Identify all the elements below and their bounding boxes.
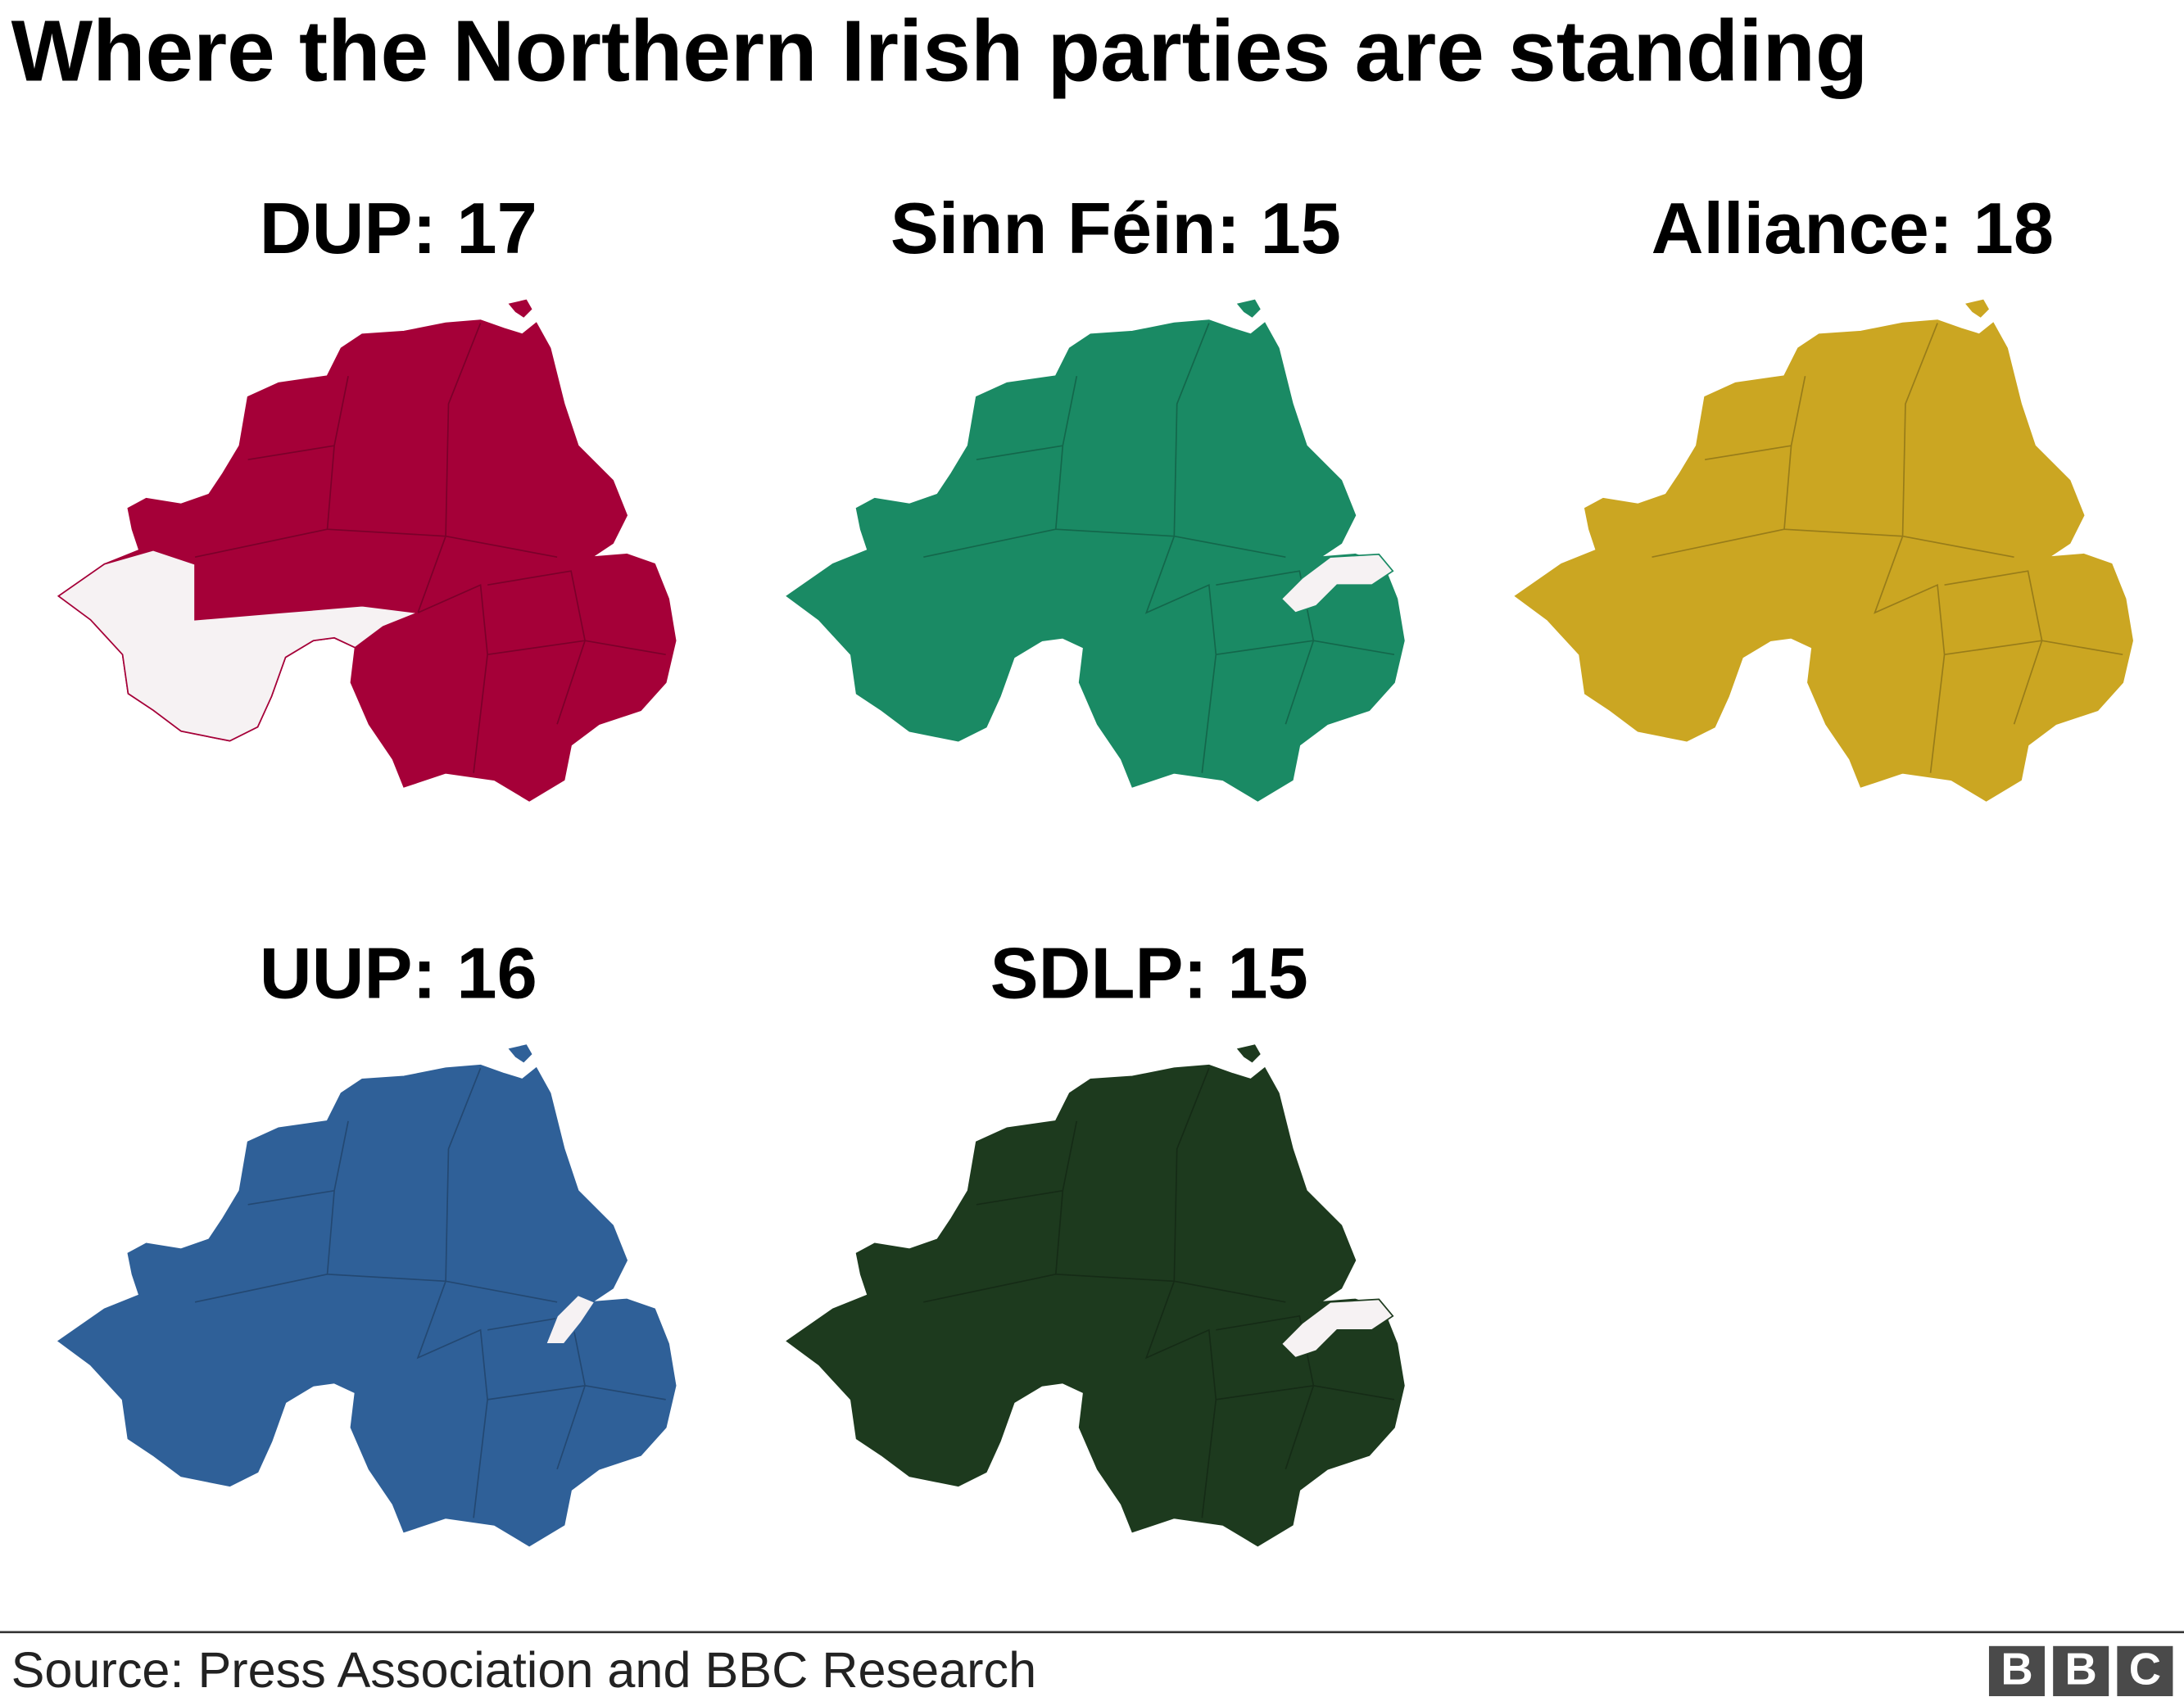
map-island	[1236, 1044, 1261, 1063]
source: Source: Press Association and BBC Resear…	[11, 1642, 1037, 1698]
map-area	[786, 1064, 1405, 1547]
map-island	[1236, 299, 1261, 318]
constituency-map	[57, 299, 677, 802]
constituency-map	[57, 1044, 677, 1547]
map-label: Sinn Féin: 15	[890, 188, 1341, 269]
map-label: Alliance: 18	[1652, 188, 2054, 269]
map-island	[508, 299, 532, 318]
logo-box	[2117, 1645, 2173, 1697]
logo-letter: B	[2065, 1644, 2097, 1694]
not-standing-area	[1280, 553, 1394, 614]
map-area	[786, 319, 1405, 802]
constituency-borders	[1652, 323, 2123, 773]
constituency-borders	[923, 1067, 1395, 1518]
constituency-map	[786, 1044, 1405, 1547]
map-area	[1515, 319, 2133, 802]
constituency-map	[786, 299, 1405, 802]
logo-letter: C	[2129, 1644, 2161, 1694]
not-standing-area	[57, 549, 419, 742]
not-standing-area	[1280, 1298, 1394, 1359]
title: Where the Northern Irish parties are sta…	[11, 4, 1869, 100]
logo-box	[1988, 1645, 2045, 1697]
logo-box	[2053, 1645, 2109, 1697]
logo-letter: B	[2000, 1644, 2032, 1694]
not-standing-area	[545, 1294, 596, 1345]
constituency-borders	[194, 1067, 666, 1518]
map-island	[1965, 299, 1989, 318]
constituency-borders	[923, 323, 1395, 773]
map-label: DUP: 17	[260, 188, 537, 269]
constituency-borders	[194, 323, 666, 773]
constituency-map	[1515, 299, 2133, 802]
map-label: UUP: 16	[260, 933, 537, 1014]
map-label: SDLP: 15	[990, 933, 1308, 1014]
map-island	[508, 1044, 532, 1063]
map-panels: DUP: 17 Sinn Féin: 15 Alliance: 18 UUP: 16 S…	[57, 188, 2133, 1547]
